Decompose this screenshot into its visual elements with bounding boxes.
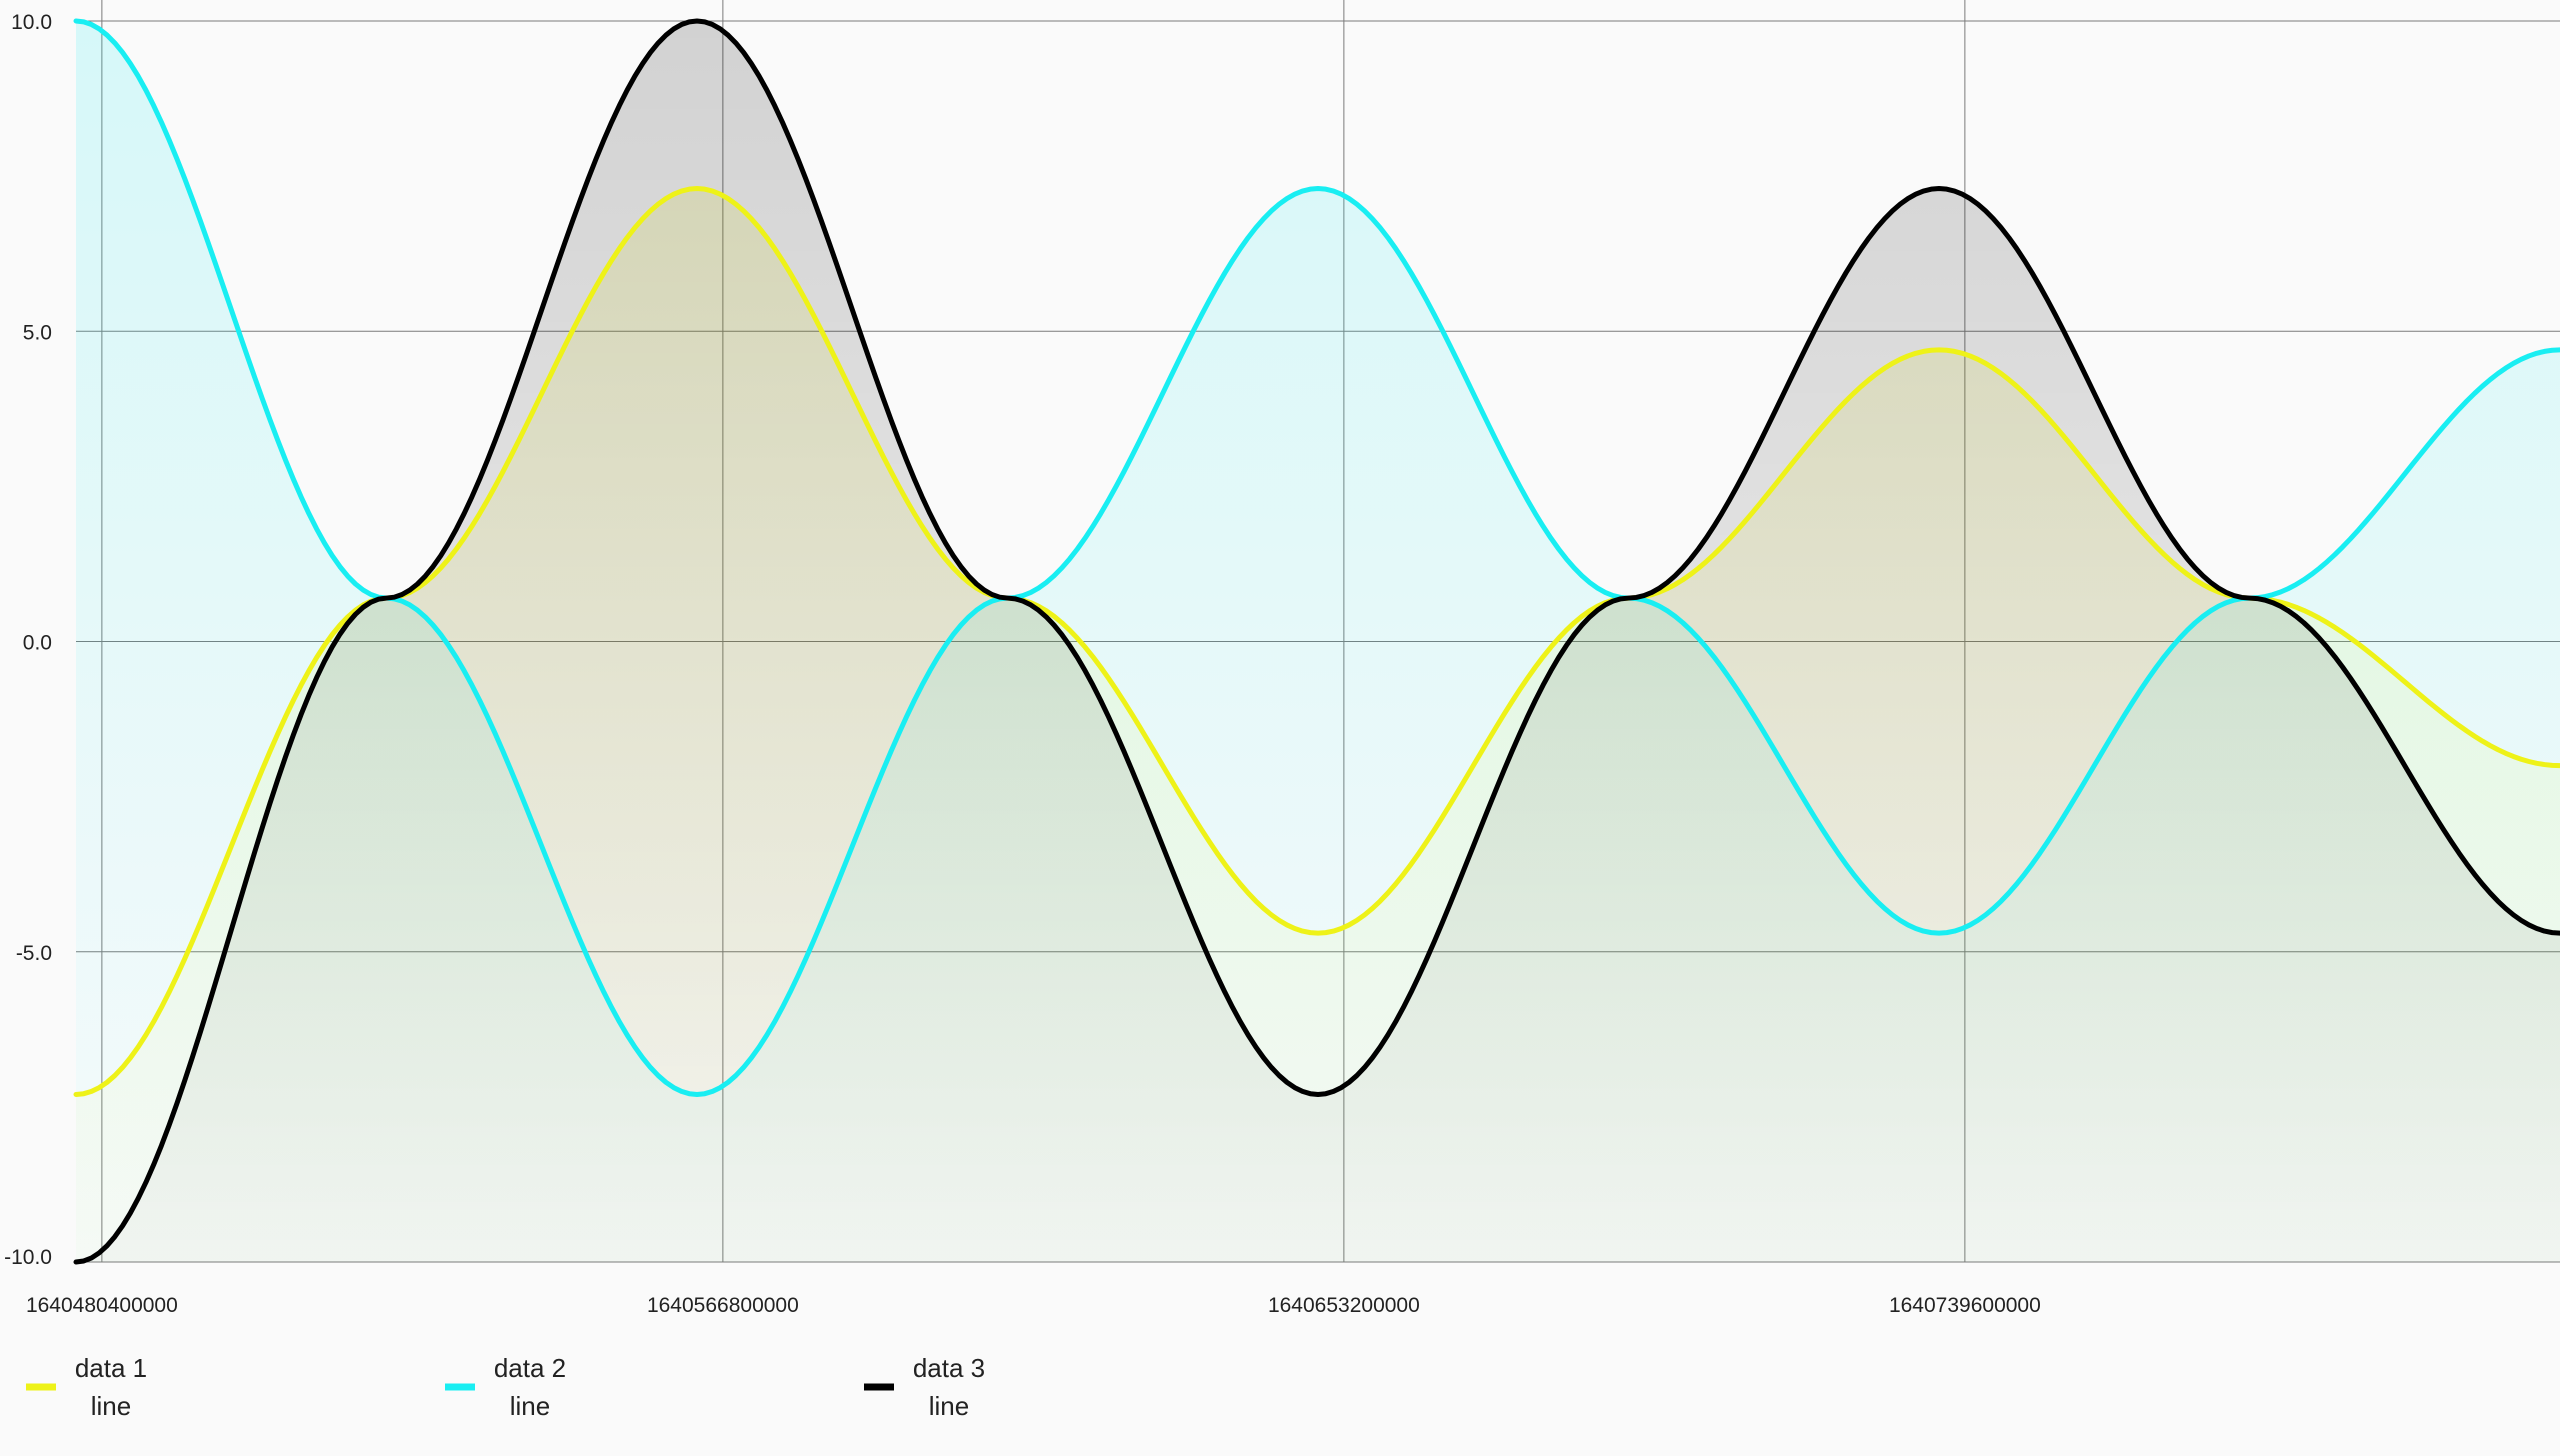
legend-item[interactable]: data 2 line xyxy=(445,1353,566,1421)
legend: data 1 line data 2 line data 3 line xyxy=(26,1353,985,1421)
legend-sublabel: line xyxy=(510,1391,550,1421)
series-line xyxy=(73,18,2560,1097)
legend-item[interactable]: data 1 line xyxy=(26,1353,147,1421)
legend-label: data 1 xyxy=(75,1353,147,1383)
x-tick-label: 1640480400000 xyxy=(26,1294,178,1317)
series-line xyxy=(73,18,2560,1265)
y-tick-label: 10.0 xyxy=(11,11,52,34)
x-tick-label: 1640739600000 xyxy=(1889,1294,2041,1317)
legend-label: data 2 xyxy=(494,1353,566,1383)
series-area xyxy=(76,21,2560,1262)
legend-sublabel: line xyxy=(91,1391,131,1421)
x-tick-label: 1640653200000 xyxy=(1268,1294,1420,1317)
series-areas xyxy=(76,21,2560,1262)
y-tick-label: -5.0 xyxy=(16,942,52,965)
axes: 10.0 5.0 0.0 -5.0 -10.0 1640480400000 16405668… xyxy=(4,11,2041,1317)
x-tick-label: 1640566800000 xyxy=(647,1294,799,1317)
y-tick-label: 5.0 xyxy=(23,321,52,344)
legend-label: data 3 xyxy=(913,1353,985,1383)
y-tick-label: -10.0 xyxy=(4,1246,52,1269)
legend-sublabel: line xyxy=(929,1391,969,1421)
series-lines xyxy=(73,18,2560,1265)
legend-item[interactable]: data 3 line xyxy=(864,1353,985,1421)
series-line xyxy=(73,186,2560,1097)
y-tick-label: 0.0 xyxy=(23,632,52,655)
